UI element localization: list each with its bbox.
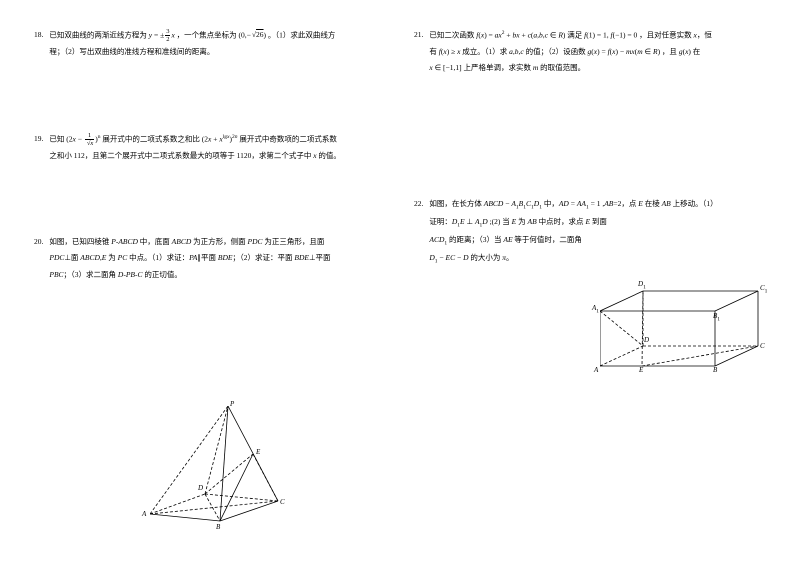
problem-line: 证明：D1E ⊥ A1D ;(2) 当 E 为 AB 中点时，求点 E 到面 xyxy=(429,215,624,231)
left-column: 18. 已知双曲线的两渐近线方程为 y = ±32x ，一个焦点坐标为 (0,−… xyxy=(20,28,400,545)
vertex-label: A xyxy=(594,366,598,374)
vertex-label: D xyxy=(198,484,203,492)
problem-line: 已知二次函数 f(x) = ax2 + bx + c(a,b,c ∈ R) 满足… xyxy=(429,28,766,43)
vertex-label: D xyxy=(644,336,649,344)
page: 18. 已知双曲线的两渐近线方程为 y = ±32x ，一个焦点坐标为 (0,−… xyxy=(0,0,800,565)
figure-pyramid: A B C D P E xyxy=(150,406,300,541)
problem-line: 已知 (2x − 1x)n 展开式中的二项式系数之和比 (2x + xlgx)2… xyxy=(49,132,386,147)
vertex-label: P xyxy=(230,400,234,408)
problem-number: 18. xyxy=(34,28,43,62)
vertex-label: A xyxy=(142,510,146,518)
problem-text: 已知 (2x − 1x)n 展开式中的二项式系数之和比 (2x + xlgx)2… xyxy=(49,132,386,166)
problem-number: 21. xyxy=(414,28,423,77)
problem-line: 如图，在长方体 ABCD − A1B1C1D1 中，AD = AA1 = 1 ,… xyxy=(429,197,766,213)
problem-line: x ∈ [−1,1] 上严格单调，求实数 m 的取值范围。 xyxy=(429,61,766,75)
vertex-label: C xyxy=(760,342,765,350)
problem-text: 已知双曲线的两渐近线方程为 y = ±32x ，一个焦点坐标为 (0,−26) … xyxy=(49,28,386,62)
problem-text: 如图，在长方体 ABCD − A1B1C1D1 中，AD = AA1 = 1 ,… xyxy=(429,197,766,269)
problem-line: 已知双曲线的两渐近线方程为 y = ±32x ，一个焦点坐标为 (0,−26) … xyxy=(49,28,386,43)
problem-line: 之和小 112，且第二个展开式中二项式系数最大的项等于 1120，求第二个式子中… xyxy=(49,149,386,163)
vertex-label: E xyxy=(639,366,643,374)
vertex-label: B xyxy=(216,523,220,531)
problem-21: 21. 已知二次函数 f(x) = ax2 + bx + c(a,b,c ∈ R… xyxy=(414,28,766,77)
pyramid-svg xyxy=(150,406,300,541)
problem-line: ACD1 的距离；（3）当 AE 等于何值时，二面角 xyxy=(429,233,624,249)
problem-number: 20. xyxy=(34,235,43,284)
problem-18: 18. 已知双曲线的两渐近线方程为 y = ±32x ，一个焦点坐标为 (0,−… xyxy=(34,28,386,62)
problem-line: PDC⊥面 ABCD,E 为 PC 中点。（1）求证：PA∥平面 BDE；（2）… xyxy=(49,251,386,265)
problem-line: 程；（2）写出双曲线的准线方程和准线间的距离。 xyxy=(49,45,386,59)
vertex-label: A1 xyxy=(592,304,599,314)
problem-20: 20. 如图，已知四棱锥 P-ABCD 中，底面 ABCD 为正方形，侧面 PD… xyxy=(34,235,386,284)
problem-number: 22. xyxy=(414,197,423,269)
problem-19: 19. 已知 (2x − 1x)n 展开式中的二项式系数之和比 (2x + xl… xyxy=(34,132,386,166)
vertex-label: D1 xyxy=(638,280,646,290)
figure-cuboid: A B C D A1 B1 C1 D1 E xyxy=(600,266,780,386)
cuboid-svg xyxy=(600,266,780,386)
vertex-label: C1 xyxy=(760,284,767,294)
problem-line: PBC；（3）求二面角 D-PB-C 的正切值。 xyxy=(49,268,386,282)
right-column: 21. 已知二次函数 f(x) = ax2 + bx + c(a,b,c ∈ R… xyxy=(400,28,780,545)
vertex-label: B xyxy=(713,366,717,374)
problem-text: 如图，已知四棱锥 P-ABCD 中，底面 ABCD 为正方形，侧面 PDC 为正… xyxy=(49,235,386,284)
problem-line: 有 f(x) ≥ x 成立。（1）求 a,b,c 的值；（2）设函数 g(x) … xyxy=(429,45,766,59)
vertex-label: C xyxy=(280,498,285,506)
problem-line: D1 − EC − D 的大小为 π。 xyxy=(429,251,624,267)
problem-number: 19. xyxy=(34,132,43,166)
vertex-label: B1 xyxy=(713,312,720,322)
problem-line: 如图，已知四棱锥 P-ABCD 中，底面 ABCD 为正方形，侧面 PDC 为正… xyxy=(49,235,386,249)
problem-text: 已知二次函数 f(x) = ax2 + bx + c(a,b,c ∈ R) 满足… xyxy=(429,28,766,77)
vertex-label: E xyxy=(256,448,260,456)
problem-22: 22. 如图，在长方体 ABCD − A1B1C1D1 中，AD = AA1 =… xyxy=(414,197,766,269)
